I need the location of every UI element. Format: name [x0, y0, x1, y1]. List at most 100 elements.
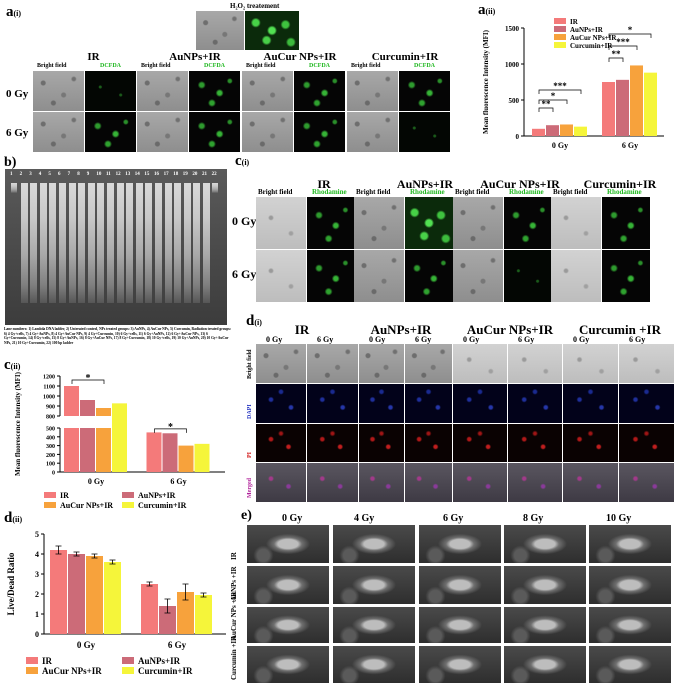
bar — [532, 128, 545, 136]
y-axis-label: Live/Dead Ratio — [6, 552, 16, 615]
gel-lane-number: 22 — [211, 172, 217, 177]
bar — [195, 595, 212, 634]
bar — [177, 592, 194, 634]
c-i-sub-rhodamine: Rhodamine — [607, 188, 642, 196]
a-i-sub-dcfda: DCFDA — [204, 63, 225, 69]
a-i-bright-field-image — [33, 112, 84, 152]
d-i-pi-image — [563, 424, 618, 462]
y-tick-label: 3 — [35, 570, 39, 579]
a-i-dcfda-image — [189, 112, 240, 152]
e-sem-image — [588, 565, 672, 605]
gel-lane-number: 10 — [96, 172, 102, 177]
e-sem-image — [418, 606, 502, 644]
legend-swatch — [554, 26, 566, 32]
panel-label-d-ii: d(ii) — [4, 510, 23, 526]
gel-lane-number: 12 — [115, 172, 121, 177]
chart-c-ii: 800 900 1000 1100 1200 0 100 200 300 400 500 Mean f… — [14, 372, 225, 510]
a-i-sub-bright-field: Bright field — [351, 63, 381, 69]
x-tick-label: 6 Gy — [170, 477, 186, 486]
legend-label: AuNPs+IR — [138, 491, 176, 500]
x-tick-label: 6 Gy — [622, 141, 638, 150]
legend-label: AuCur NPs+IR — [570, 34, 617, 42]
significance-bracket — [71, 379, 105, 384]
panel-label-c-i: c(i) — [235, 153, 250, 169]
d-i-merged-image — [307, 463, 358, 502]
significance-bracket — [608, 57, 624, 62]
y-tick-label: 300 — [46, 444, 55, 450]
c-i-sub-bright-field: Bright field — [455, 188, 490, 196]
d-i-dapi-image — [563, 384, 618, 423]
significance-marker: *** — [616, 37, 630, 47]
y-tick-label: 2 — [35, 590, 39, 599]
bar — [141, 584, 158, 634]
legend-label: Curcumin+IR — [570, 42, 613, 50]
c-i-row-0gy: 0 Gy — [232, 214, 257, 228]
d-i-dapi-image — [453, 384, 507, 423]
legend-swatch — [122, 492, 134, 498]
e-sem-image — [588, 606, 672, 644]
legend-swatch — [554, 18, 566, 24]
legend-label: IR — [42, 656, 53, 666]
d-i-bright-field-image — [563, 344, 618, 383]
legend-label: AuCur NPs+IR — [60, 501, 113, 510]
e-sem-image — [246, 606, 330, 644]
bar — [630, 65, 643, 136]
c-i-sub-bright-field: Bright field — [356, 188, 391, 196]
legend-swatch — [554, 34, 566, 40]
a-i-dcfda-image — [294, 71, 345, 111]
gel-lane-number: 2 — [19, 172, 23, 177]
a-i-dcfda-image — [85, 71, 136, 111]
legend-label: Curcumin+IR — [138, 666, 193, 676]
c-i-group-curcumin: Curcumin+IR — [583, 177, 657, 191]
d-i-dapi-image — [619, 384, 674, 423]
y-tick-label: 400 — [46, 435, 55, 441]
e-sem-image — [332, 524, 416, 564]
legend-swatch — [554, 42, 566, 48]
gel-ladder-band — [11, 183, 17, 193]
e-row-label: Curcumin +IR — [230, 635, 238, 680]
e-sem-image — [246, 524, 330, 564]
gel-lane-number: 21 — [202, 172, 207, 177]
c-i-rhodamine-image — [307, 197, 355, 249]
c-i-bright-field-image — [354, 197, 404, 249]
gel-lane-number: 16 — [154, 172, 159, 177]
error-bar — [200, 592, 207, 598]
bar — [86, 556, 103, 634]
d-i-dapi-image — [405, 384, 452, 423]
c-i-rhodamine-image — [405, 197, 453, 249]
c-i-rhodamine-image — [504, 250, 552, 302]
x-tick-label: 0 Gy — [77, 640, 96, 650]
y-tick-label: 100 — [46, 462, 55, 468]
e-sem-image — [246, 645, 330, 684]
significance-marker: ** — [612, 49, 622, 59]
bar — [80, 400, 95, 416]
a-i-row-0gy: 0 Gy — [6, 88, 29, 100]
d-i-row-label: DAPI — [247, 404, 253, 419]
bar — [616, 79, 629, 136]
a-i-sub-bright-field: Bright field — [141, 63, 171, 69]
gel-lane — [174, 183, 182, 303]
a-i-dcfda-image — [399, 112, 450, 152]
e-sem-image — [418, 565, 502, 605]
legend-swatch — [26, 667, 38, 674]
c-i-rhodamine-image — [602, 250, 650, 302]
d-i-dose-label: 0 Gy — [463, 335, 480, 344]
gel-lane-number: 8 — [77, 172, 80, 177]
c-i-rhodamine-image — [504, 197, 552, 249]
a-i-row-6gy: 6 Gy — [6, 127, 29, 139]
a-i-dcfda-image — [85, 112, 136, 152]
chart-a-ii: 0 500 1000 1500 Mean fluorescence Intensity … — [482, 18, 664, 150]
c-i-row-6gy: 6 Gy — [232, 267, 257, 281]
bar — [68, 554, 85, 634]
a-i-sub-dcfda: DCFDA — [309, 63, 330, 69]
gel-lane — [164, 183, 172, 303]
y-tick-label: 500 — [46, 427, 55, 433]
panel-label-e: e) — [241, 508, 252, 523]
gel-ladder-band — [212, 183, 218, 193]
error-bar — [91, 553, 98, 559]
bar — [112, 403, 127, 472]
gel-lane-number: 4 — [38, 172, 42, 177]
legend-swatch — [26, 657, 38, 664]
e-sem-image — [418, 645, 502, 684]
y-tick-label: 4 — [35, 550, 39, 559]
